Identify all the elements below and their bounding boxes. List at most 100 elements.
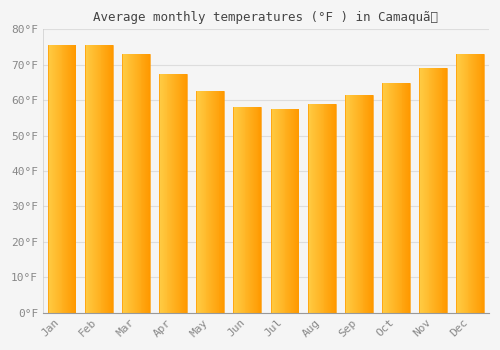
Bar xyxy=(315,104,316,313)
Bar xyxy=(86,46,88,313)
Bar xyxy=(212,91,213,313)
Bar xyxy=(185,74,186,313)
Bar xyxy=(334,104,336,313)
Bar xyxy=(136,54,137,313)
Bar xyxy=(163,74,164,313)
Bar xyxy=(280,109,281,313)
Bar xyxy=(200,91,201,313)
Bar xyxy=(246,107,248,313)
Bar xyxy=(57,46,58,313)
Bar xyxy=(110,46,111,313)
Bar xyxy=(70,46,71,313)
Bar xyxy=(399,83,400,313)
Bar xyxy=(254,107,255,313)
Bar xyxy=(334,104,335,313)
Bar xyxy=(144,54,146,313)
Bar xyxy=(198,91,199,313)
Bar xyxy=(314,104,316,313)
Bar xyxy=(97,46,98,313)
Bar xyxy=(282,109,283,313)
Bar xyxy=(109,46,110,313)
Bar xyxy=(346,95,347,313)
Bar xyxy=(333,104,334,313)
Bar xyxy=(386,83,388,313)
Bar xyxy=(203,91,204,313)
Bar xyxy=(48,46,50,313)
Title: Average monthly temperatures (°F ) in Camaquã: Average monthly temperatures (°F ) in Ca… xyxy=(94,11,438,24)
Bar xyxy=(466,54,468,313)
Bar xyxy=(68,46,69,313)
Bar xyxy=(60,46,61,313)
Bar xyxy=(308,104,309,313)
Bar xyxy=(324,104,326,313)
Bar xyxy=(161,74,162,313)
Bar xyxy=(308,104,310,313)
Bar xyxy=(426,68,428,313)
Bar xyxy=(281,109,282,313)
Bar xyxy=(199,91,200,313)
Bar xyxy=(159,74,160,313)
Bar xyxy=(239,107,240,313)
Bar xyxy=(164,74,165,313)
Bar xyxy=(395,83,396,313)
Bar xyxy=(174,74,175,313)
Bar xyxy=(430,68,432,313)
Bar xyxy=(135,54,136,313)
Bar xyxy=(171,74,172,313)
Bar xyxy=(105,46,106,313)
Bar xyxy=(390,83,392,313)
Bar xyxy=(474,54,475,313)
Bar xyxy=(477,54,478,313)
Bar xyxy=(459,54,460,313)
Bar xyxy=(421,68,422,313)
Bar xyxy=(270,109,272,313)
Bar xyxy=(256,107,257,313)
Bar xyxy=(178,74,180,313)
Bar xyxy=(393,83,394,313)
Bar xyxy=(279,109,280,313)
Bar xyxy=(278,109,279,313)
Bar xyxy=(392,83,394,313)
Bar xyxy=(213,91,214,313)
Bar xyxy=(369,95,370,313)
Bar xyxy=(402,83,404,313)
Bar xyxy=(138,54,139,313)
Bar xyxy=(294,109,296,313)
Bar xyxy=(371,95,372,313)
Bar xyxy=(234,107,236,313)
Bar xyxy=(182,74,184,313)
Bar xyxy=(128,54,130,313)
Bar xyxy=(124,54,126,313)
Bar xyxy=(423,68,424,313)
Bar xyxy=(406,83,407,313)
Bar xyxy=(242,107,244,313)
Bar xyxy=(111,46,112,313)
Bar xyxy=(368,95,369,313)
Bar xyxy=(384,83,385,313)
Bar xyxy=(220,91,222,313)
Bar xyxy=(461,54,462,313)
Bar xyxy=(56,46,57,313)
Bar xyxy=(422,68,423,313)
Bar xyxy=(328,104,330,313)
Bar xyxy=(223,91,224,313)
Bar xyxy=(348,95,349,313)
Bar xyxy=(433,68,434,313)
Bar xyxy=(211,91,212,313)
Bar xyxy=(294,109,295,313)
Bar xyxy=(286,109,288,313)
Bar xyxy=(475,54,476,313)
Bar xyxy=(357,95,358,313)
Bar xyxy=(145,54,146,313)
Bar xyxy=(178,74,179,313)
Bar xyxy=(256,107,258,313)
Bar xyxy=(464,54,466,313)
Bar xyxy=(204,91,206,313)
Bar xyxy=(383,83,384,313)
Bar xyxy=(253,107,254,313)
Bar xyxy=(126,54,128,313)
Bar xyxy=(98,46,100,313)
Bar xyxy=(60,46,62,313)
Bar xyxy=(327,104,328,313)
Bar xyxy=(318,104,319,313)
